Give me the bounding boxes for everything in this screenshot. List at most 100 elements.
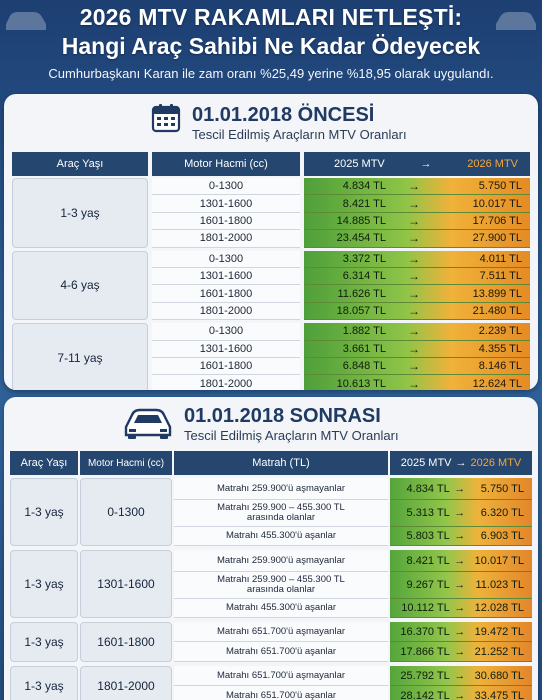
mtv-2025-value: 1.882 TL: [342, 325, 386, 338]
arrow-icon: →: [408, 251, 420, 266]
mtv-row: 4.834 TL → 5.750 TL: [304, 178, 530, 196]
column-header-base: Matrah (TL): [174, 451, 388, 475]
mtv-2026-value: 8.146 TL: [478, 360, 522, 373]
engine-size: 0-1300: [80, 478, 172, 546]
mtv-2026-value: 33.475 TL: [474, 689, 524, 700]
section-title: 01.01.2018 SONRASI: [184, 405, 381, 427]
mtv-row: 9.267 TL → 11.023 TL: [390, 572, 532, 599]
engine-size: 1801-2000: [152, 302, 300, 321]
mtv-2026-value: 21.252 TL: [474, 645, 524, 658]
mtv-2025-value: 16.370 TL: [400, 625, 450, 638]
base-amount-condition: Matrahı 259.900 – 455.300 TL arasında ola…: [174, 572, 388, 599]
section-subtitle: Tescil Edilmiş Araçların MTV Oranları: [184, 428, 399, 443]
base-amount-condition: Matrahı 259.900'ü aşmayanlar: [174, 478, 388, 500]
mtv-row: 5.313 TL → 6.320 TL: [390, 500, 532, 527]
base-condition-line1: Matrahı 651.700'ü aşanlar: [225, 645, 337, 657]
mtv-2025-value: 8.421 TL: [342, 197, 386, 210]
column-header-age: Araç Yaşı: [12, 152, 148, 176]
base-condition-line1: Matrahı 259.900'ü aşmayanlar: [216, 554, 346, 566]
mtv-2026-value: 7.511 TL: [479, 270, 522, 283]
base-condition-line1: Matrahı 651.700'ü aşmayanlar: [216, 669, 346, 681]
mtv-row: 8.421 TL → 10.017 TL: [390, 550, 532, 572]
mtv-2026-value: 2.239 TL: [478, 325, 522, 338]
arrow-icon: →: [408, 196, 420, 211]
section-title: 01.01.2018 ÖNCESİ: [192, 104, 375, 126]
base-amount-condition: Matrahı 651.700'ü aşanlar: [174, 642, 388, 662]
base-amount-condition: Matrahı 455.300'ü aşanlar: [174, 599, 388, 618]
mtv-row: 5.803 TL → 6.903 TL: [390, 527, 532, 546]
base-amount-condition: Matrahı 455.300'ü aşanlar: [174, 527, 388, 546]
mtv-2025-value: 17.866 TL: [400, 645, 450, 658]
arrow-icon: →: [408, 213, 420, 228]
column-header-mtv: 2025 MTV → 2026 MTV: [304, 152, 530, 176]
base-condition-line1: Matrahı 259.900'ü aşmayanlar: [216, 482, 346, 494]
column-header-2026: 2026 MTV: [467, 158, 518, 170]
arrow-icon: →: [454, 579, 466, 591]
mtv-row: 14.885 TL → 17.706 TL: [304, 212, 530, 231]
age-group-label: 1-3 yaş: [10, 478, 78, 546]
mtv-2026-value: 10.017 TL: [472, 197, 522, 210]
mtv-2025-value: 10.112 TL: [401, 602, 450, 614]
base-condition-line1: Matrahı 651.700'ü aşanlar: [225, 689, 337, 700]
engine-size: 1801-2000: [80, 666, 172, 700]
base-amount-condition: Matrahı 651.700'ü aşmayanlar: [174, 666, 388, 686]
arrow-icon: →: [420, 158, 432, 170]
mtv-2025-value: 14.885 TL: [336, 214, 386, 227]
arrow-icon: →: [408, 179, 420, 194]
mtv-2025-value: 10.613 TL: [336, 377, 386, 390]
mtv-row: 3.372 TL → 4.011 TL: [304, 250, 530, 268]
mtv-2026-value: 12.028 TL: [474, 602, 524, 614]
mtv-2025-value: 6.848 TL: [342, 360, 386, 373]
base-amount-condition: Matrahı 259.900'ü aşmayanlar: [174, 550, 388, 572]
column-header-mtv: 2025 MTV → 2026 MTV: [390, 451, 532, 475]
mtv-2025-value: 23.454 TL: [336, 232, 386, 245]
arrow-icon: →: [454, 689, 466, 700]
engine-size: 1601-1800: [152, 358, 300, 376]
base-condition-line1: Matrahı 455.300'ü aşanlar: [225, 530, 337, 541]
base-condition-line1: Matrahı 455.300'ü aşanlar: [225, 602, 337, 613]
header: 2026 MTV RAKAMLARI NETLEŞTİ: Hangi Araç …: [0, 0, 542, 92]
mtv-row: 3.661 TL → 4.355 TL: [304, 340, 530, 358]
section-before-2018: 01.01.2018 ÖNCESİ Tescil Edilmiş Araçlar…: [4, 94, 538, 390]
arrow-icon: →: [408, 341, 420, 356]
column-header-2025: 2025 MTV: [400, 457, 452, 469]
engine-size: 1301-1600: [152, 195, 300, 213]
engine-size: 1801-2000: [152, 375, 300, 390]
arrow-icon: →: [454, 530, 466, 542]
base-amount-condition: Matrahı 259.900 – 455.300 TL arasında ola…: [174, 500, 388, 527]
mtv-2025-value: 4.834 TL: [342, 180, 386, 193]
mtv-2026-value: 12.624 TL: [472, 377, 522, 390]
section-after-2018: 01.01.2018 SONRASI Tescil Edilmiş Araçla…: [4, 397, 538, 700]
mtv-2026-value: 4.355 TL: [478, 342, 522, 355]
arrow-icon: →: [408, 324, 420, 339]
mtv-2026-value: 5.750 TL: [478, 180, 522, 193]
mtv-row: 17.866 TL → 21.252 TL: [390, 642, 532, 662]
arrow-icon: →: [454, 669, 466, 682]
engine-size: 1601-1800: [152, 285, 300, 303]
arrow-icon: →: [454, 554, 466, 567]
mtv-row: 28.142 TL → 33.475 TL: [390, 686, 532, 700]
engine-size: 0-1300: [152, 323, 300, 341]
mtv-row: 11.626 TL → 13.899 TL: [304, 285, 530, 303]
mtv-2026-value: 6.903 TL: [480, 530, 524, 542]
mtv-2026-value: 5.750 TL: [480, 482, 524, 495]
arrow-icon: →: [454, 625, 466, 638]
arrow-icon: →: [408, 231, 420, 246]
mtv-2026-value: 30.680 TL: [474, 669, 524, 682]
car-icon: [124, 408, 172, 439]
car-silhouette-icon: [496, 12, 536, 30]
age-group-label: 1-3 yaş: [10, 622, 78, 662]
engine-size: 1301-1600: [80, 550, 172, 618]
mtv-2026-value: 17.706 TL: [472, 214, 522, 227]
arrow-icon: →: [408, 303, 420, 318]
mtv-2026-value: 4.011 TL: [479, 252, 522, 265]
engine-size: 1801-2000: [152, 230, 300, 248]
page-title: 2026 MTV RAKAMLARI NETLEŞTİ:: [79, 4, 463, 30]
mtv-row: 4.834 TL → 5.750 TL: [390, 478, 532, 500]
base-condition-line1: Matrahı 651.700'ü aşmayanlar: [216, 625, 346, 637]
mtv-2025-value: 8.421 TL: [406, 554, 450, 567]
age-group-label: 7-11 yaş: [12, 323, 148, 390]
engine-size: 1301-1600: [152, 268, 300, 286]
mtv-2025-value: 5.803 TL: [406, 530, 450, 542]
mtv-2025-value: 3.661 TL: [342, 342, 386, 355]
